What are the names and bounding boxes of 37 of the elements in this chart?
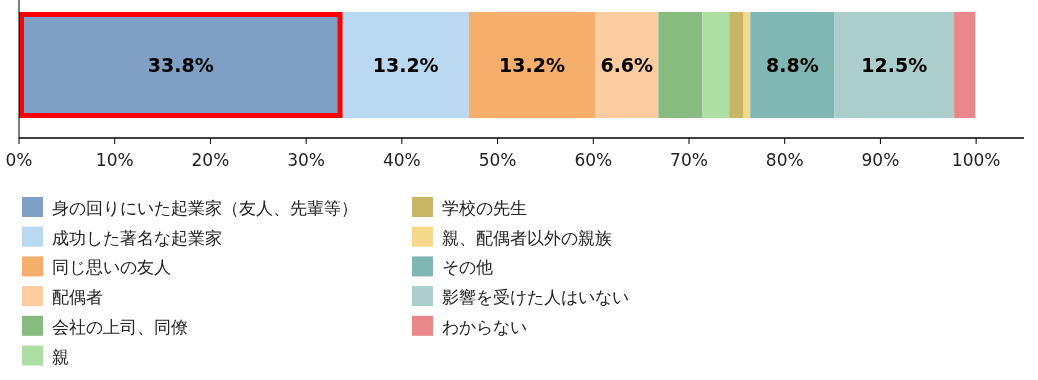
legend-label: 影響を受けた人はいない	[442, 287, 629, 308]
legend-label: その他	[442, 257, 493, 278]
legend-label: 親、配偶者以外の親族	[442, 227, 612, 248]
x-tick-label: 0%	[5, 150, 33, 170]
legend-label: 学校の先生	[442, 198, 527, 218]
x-tick-label: 30%	[287, 150, 326, 170]
legend-label: 同じ思いの友人	[52, 257, 171, 278]
data-label: 12.5%	[861, 54, 928, 76]
bar	[595, 12, 659, 118]
data-label: 6.6%	[600, 54, 654, 76]
bar	[954, 12, 976, 118]
legend-label: 配偶者	[52, 287, 103, 308]
x-tick-label: 60%	[574, 150, 613, 170]
data-label: 13.2%	[372, 54, 439, 76]
bar	[750, 12, 835, 118]
data-label: 13.2%	[499, 54, 565, 76]
legend-label: 親	[52, 346, 69, 367]
bar	[743, 12, 751, 118]
bar	[729, 12, 744, 118]
x-tick-label: 70%	[670, 150, 708, 170]
bar	[658, 12, 703, 118]
data-label: 33.8%	[147, 54, 214, 76]
bar	[834, 12, 955, 118]
x-tick-label: 20%	[191, 150, 230, 170]
x-tick-label: 90%	[861, 150, 900, 170]
legend-label: わからない	[442, 316, 527, 337]
x-tick-label: 40%	[382, 150, 421, 170]
x-tick-label: 80%	[765, 150, 804, 170]
legend-label: 身の回りにいた起業家（友人、先輩等）	[52, 198, 358, 218]
data-label: 8.8%	[766, 54, 819, 76]
bar	[468, 12, 596, 118]
x-tick-label: 10%	[95, 150, 134, 170]
legend-label: 会社の上司、同僚	[52, 316, 188, 337]
x-tick-label: 100%	[951, 150, 1001, 170]
legend-label: 成功した著名な起業家	[52, 227, 222, 248]
bar	[702, 12, 730, 118]
x-tick-label: 50%	[478, 150, 517, 170]
